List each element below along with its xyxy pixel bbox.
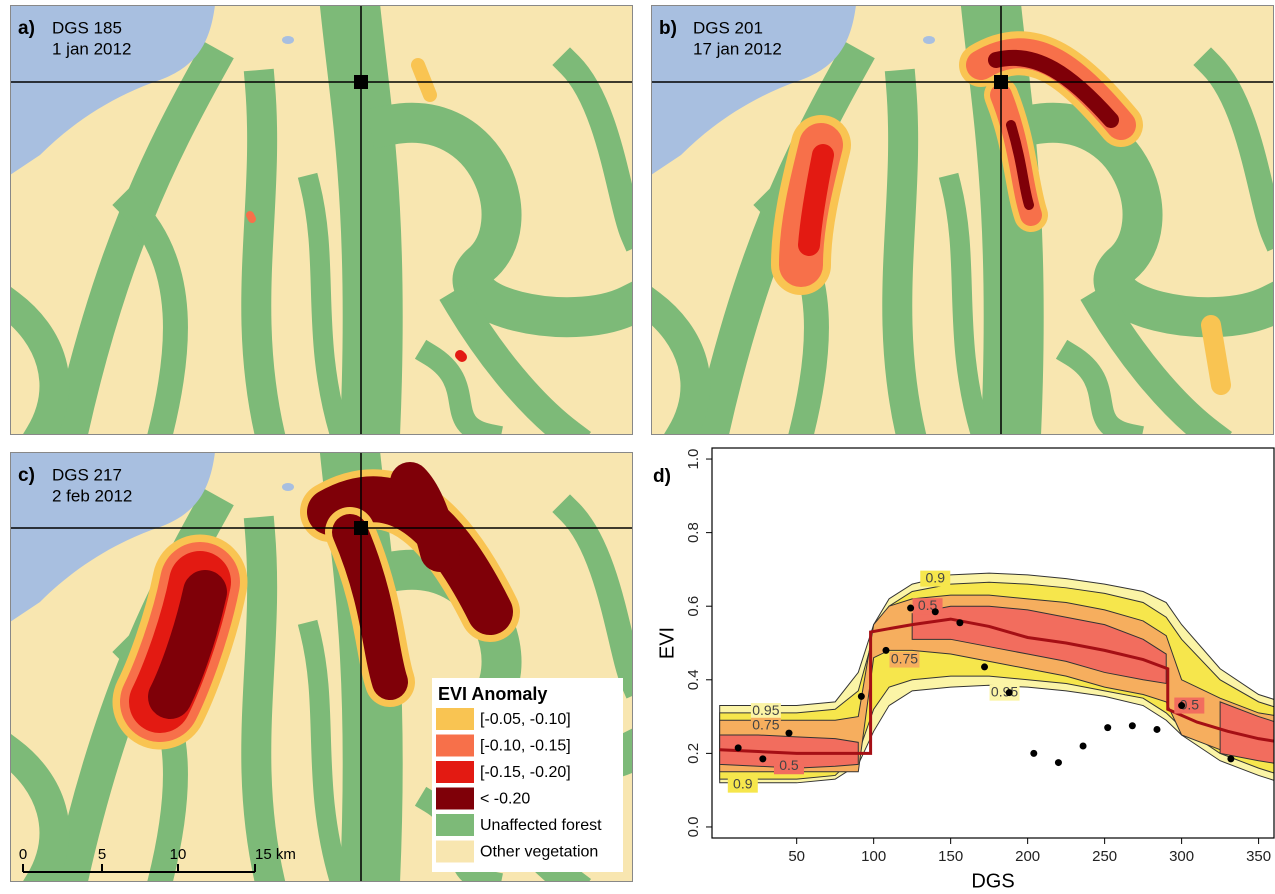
contour-label: 0.75 bbox=[891, 650, 918, 666]
legend-label: [-0.05, -0.10] bbox=[480, 711, 571, 728]
contour-label: 0.95 bbox=[991, 683, 1018, 699]
lake bbox=[282, 36, 294, 44]
data-point bbox=[1055, 759, 1062, 766]
y-tick-label: 0.8 bbox=[685, 522, 702, 543]
legend: EVI Anomaly [-0.05, -0.10] [-0.10, -0.15] [… bbox=[432, 678, 623, 872]
legend-swatch bbox=[436, 788, 474, 810]
scale-label: 10 bbox=[170, 846, 187, 863]
legend-swatch bbox=[436, 735, 474, 757]
data-point bbox=[785, 730, 792, 737]
legend-label: Other vegetation bbox=[480, 844, 598, 861]
legend-label: < -0.20 bbox=[480, 791, 530, 808]
contour-label: 0.95 bbox=[752, 702, 779, 718]
y-axis-label: EVI bbox=[656, 627, 678, 659]
data-point bbox=[1153, 726, 1160, 733]
contour-label: 0.9 bbox=[733, 775, 753, 791]
x-tick-label: 150 bbox=[938, 848, 963, 865]
legend-label: Unaffected forest bbox=[480, 817, 602, 834]
map-panel: b) DGS 201 17 jan 2012 bbox=[651, 5, 1274, 435]
legend-swatch bbox=[436, 814, 474, 836]
site-marker bbox=[994, 75, 1008, 89]
panel-date: 17 jan 2012 bbox=[693, 39, 782, 58]
plot-area: 0.950.950.90.90.750.750.50.50.5 bbox=[720, 569, 1275, 792]
data-point bbox=[1104, 724, 1111, 731]
x-axis-label: DGS bbox=[971, 870, 1014, 892]
x-tick-label: 200 bbox=[1015, 848, 1040, 865]
anomaly bbox=[1211, 325, 1221, 385]
data-point bbox=[907, 605, 914, 612]
contour-label: 0.75 bbox=[752, 716, 779, 732]
map-panel: a) DGS 185 1 jan 2012 bbox=[10, 5, 633, 435]
scale-label: 15 km bbox=[255, 846, 296, 863]
legend-label: [-0.10, -0.15] bbox=[480, 738, 571, 755]
forest bbox=[256, 85, 270, 435]
panel-label: b) bbox=[659, 18, 677, 39]
anomaly bbox=[460, 355, 462, 357]
y-tick-label: 0.0 bbox=[685, 817, 702, 838]
legend-swatch bbox=[436, 761, 474, 783]
anomaly bbox=[809, 155, 823, 245]
site-marker bbox=[354, 521, 368, 535]
y-tick-label: 0.4 bbox=[685, 669, 702, 690]
data-point bbox=[1006, 689, 1013, 696]
forest bbox=[897, 85, 911, 435]
y-tick-label: 1.0 bbox=[685, 449, 702, 470]
page: a) DGS 185 1 jan 2012 b) DGS 201 17 jan 2012 c… bbox=[0, 0, 1275, 894]
panel-title: DGS 201 bbox=[693, 18, 763, 37]
panel-label: c) bbox=[18, 465, 35, 486]
x-tick-label: 300 bbox=[1169, 848, 1194, 865]
y-tick-label: 0.6 bbox=[685, 596, 702, 617]
data-point bbox=[1129, 722, 1136, 729]
data-point bbox=[735, 744, 742, 751]
legend-title: EVI Anomaly bbox=[438, 684, 547, 704]
site-marker bbox=[354, 75, 368, 89]
y-tick-label: 0.2 bbox=[685, 743, 702, 764]
x-tick-label: 250 bbox=[1092, 848, 1117, 865]
x-tick-label: 100 bbox=[861, 848, 886, 865]
data-point bbox=[932, 608, 939, 615]
x-tick-label: 350 bbox=[1246, 848, 1271, 865]
panel-label: d) bbox=[653, 466, 671, 487]
data-point bbox=[882, 647, 889, 654]
data-point bbox=[1030, 750, 1037, 757]
data-point bbox=[1227, 755, 1234, 762]
panel-date: 1 jan 2012 bbox=[52, 39, 131, 58]
legend-swatch bbox=[436, 708, 474, 730]
data-point bbox=[858, 693, 865, 700]
figure: a) DGS 185 1 jan 2012 b) DGS 201 17 jan 2012 c… bbox=[0, 0, 1275, 894]
panel-title: DGS 185 bbox=[52, 18, 122, 37]
lake bbox=[282, 483, 294, 491]
data-point bbox=[981, 663, 988, 670]
data-point bbox=[759, 755, 766, 762]
panel-date: 2 feb 2012 bbox=[52, 486, 132, 505]
legend-label: [-0.15, -0.20] bbox=[480, 764, 571, 781]
x-tick-label: 50 bbox=[788, 848, 805, 865]
panel-title: DGS 217 bbox=[52, 465, 122, 484]
scale-label: 0 bbox=[19, 846, 27, 863]
data-point bbox=[956, 619, 963, 626]
anomaly bbox=[250, 215, 252, 219]
legend-swatch bbox=[436, 841, 474, 863]
contour-label: 0.9 bbox=[926, 569, 946, 585]
scale-label: 5 bbox=[98, 846, 106, 863]
data-point bbox=[1178, 702, 1185, 709]
data-point bbox=[1080, 743, 1087, 750]
lake bbox=[923, 36, 935, 44]
panel-label: a) bbox=[18, 18, 35, 39]
forest bbox=[256, 532, 270, 882]
contour-label: 0.5 bbox=[779, 757, 799, 773]
